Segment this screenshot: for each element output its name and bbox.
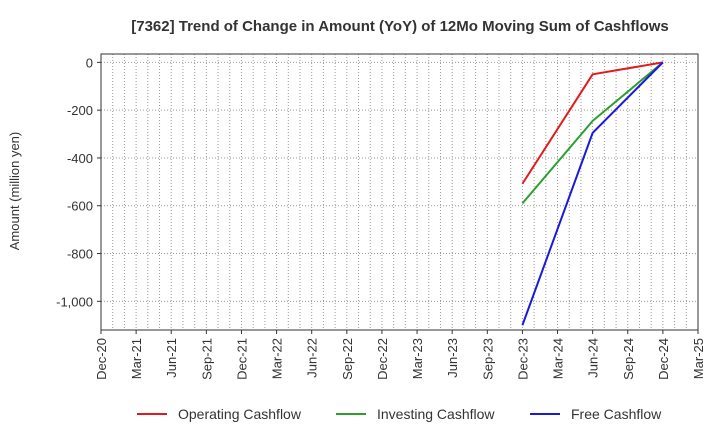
x-tick-label: Jun-21 [164, 338, 179, 378]
plot-frame [100, 53, 699, 331]
x-tick-label: Mar-21 [129, 338, 144, 379]
legend: Operating Cashflow Investing Cashflow Free… [137, 406, 662, 422]
y-tick-label: -800 [67, 247, 93, 262]
legend-item: Operating Cashflow [137, 406, 302, 422]
y-tick-label: -200 [67, 103, 93, 118]
y-tick-label: -1,000 [56, 294, 93, 309]
series-lines [521, 61, 664, 326]
x-tick-label: Dec-23 [515, 338, 530, 380]
x-tick-label: Jun-24 [586, 338, 601, 378]
x-axis-ticks: Dec-20 Mar-21 Jun-21 Sep-21 Dec-21 Mar-22 Jun-… [94, 330, 706, 380]
legend-item: Free Cashflow [530, 406, 662, 422]
series-line [521, 61, 664, 185]
y-tick-label: -600 [67, 199, 93, 214]
x-tick-label: Jun-23 [445, 338, 460, 378]
series-line [521, 61, 664, 204]
x-tick-label: Mar-23 [410, 338, 425, 379]
series-line [521, 61, 664, 326]
chart-title: [7362] Trend of Change in Amount (YoY) o… [131, 18, 669, 35]
y-tick-label: -400 [67, 151, 93, 166]
x-tick-label: Dec-24 [656, 338, 671, 380]
x-tick-label: Sep-22 [340, 338, 355, 380]
legend-item: Investing Cashflow [336, 406, 495, 422]
y-axis-ticks: 0 -200 -400 -600 -800 -1,000 [56, 55, 101, 309]
x-tick-label: Jun-22 [305, 338, 320, 378]
x-tick-label: Sep-24 [621, 338, 636, 380]
x-tick-label: Mar-24 [551, 338, 566, 379]
x-tick-label: Sep-21 [199, 338, 214, 380]
x-tick-label: Dec-20 [94, 338, 109, 380]
x-tick-label: Dec-21 [234, 338, 249, 380]
grid-lines [101, 54, 698, 330]
legend-label: Investing Cashflow [377, 406, 495, 422]
y-tick-label: 0 [86, 55, 93, 70]
x-tick-label: Dec-22 [375, 338, 390, 380]
legend-label: Operating Cashflow [178, 406, 302, 422]
x-tick-label: Mar-25 [691, 338, 706, 379]
legend-label: Free Cashflow [571, 406, 662, 422]
x-tick-label: Mar-22 [270, 338, 285, 379]
y-axis-label: Amount (million yen) [7, 132, 22, 251]
x-tick-label: Sep-23 [480, 338, 495, 380]
